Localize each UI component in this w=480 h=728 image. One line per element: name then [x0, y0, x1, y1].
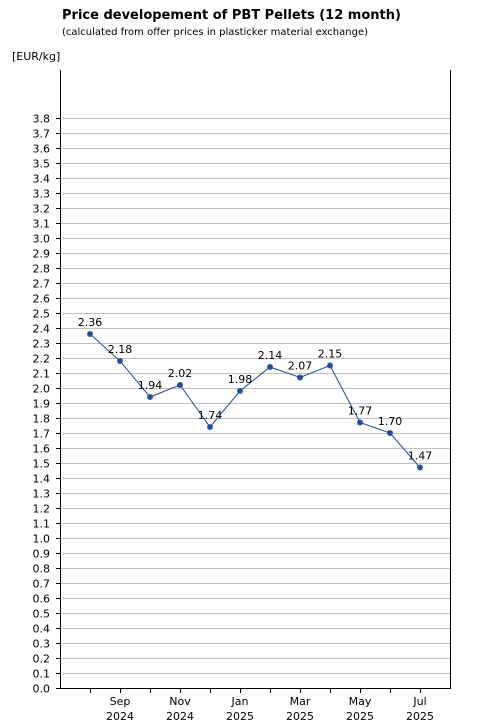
x-tick-label-month: Sep — [110, 695, 131, 708]
y-tick-label: 2.6 — [33, 293, 51, 306]
data-point-marker — [177, 382, 183, 388]
y-tick-label: 2.2 — [33, 353, 51, 366]
data-label: 2.18 — [108, 343, 133, 356]
data-point-marker — [327, 362, 333, 369]
x-tick-label-year: 2024 — [106, 710, 134, 723]
y-tick-label: 3.6 — [33, 143, 51, 156]
y-tick-label: 0.0 — [33, 683, 51, 696]
data-point-marker — [297, 374, 303, 381]
y-tick-label: 0.5 — [33, 608, 51, 621]
y-tick-label: 2.7 — [33, 278, 51, 291]
y-tick-label: 1.3 — [33, 488, 51, 501]
y-tick-label: 0.7 — [33, 578, 51, 591]
y-tick-label: 1.0 — [33, 533, 51, 546]
data-label: 1.70 — [378, 415, 403, 428]
data-point-marker — [387, 430, 393, 436]
x-tick-label-year: 2025 — [346, 710, 374, 723]
data-label: 2.07 — [288, 360, 313, 373]
y-tick-label: 2.5 — [33, 308, 51, 321]
y-tick-label: 0.6 — [33, 593, 51, 606]
y-tick-label: 0.2 — [33, 653, 51, 666]
y-tick-label: 3.4 — [33, 173, 51, 186]
data-label: 1.77 — [348, 405, 373, 418]
y-tick-label: 2.0 — [33, 383, 51, 396]
y-tick-label: 1.8 — [33, 413, 51, 426]
data-point-marker — [117, 358, 123, 364]
y-tick-label: 1.5 — [33, 458, 51, 471]
y-tick-label: 2.4 — [33, 323, 51, 336]
x-tick-label-year: 2024 — [166, 710, 194, 723]
x-tick-label-year: 2025 — [226, 710, 254, 723]
x-tick-label-month: May — [349, 695, 372, 708]
y-tick-label: 0.9 — [33, 548, 51, 561]
x-tick-label-month: Jul — [412, 695, 426, 708]
y-tick-label: 2.3 — [33, 338, 51, 351]
chart-title: Price developement of PBT Pellets (12 mo… — [62, 8, 401, 23]
y-tick-label: 1.6 — [33, 443, 51, 456]
data-point-marker — [87, 331, 93, 337]
x-tick-label-year: 2025 — [286, 710, 314, 723]
y-tick-label: 0.8 — [33, 563, 51, 576]
y-tick-label: 3.3 — [33, 188, 51, 201]
data-label: 1.98 — [228, 373, 253, 386]
y-tick-label: 2.1 — [33, 368, 51, 381]
x-tick-label-year: 2025 — [406, 710, 434, 723]
y-tick-label: 3.2 — [33, 203, 51, 216]
x-tick-label-month: Mar — [290, 695, 311, 708]
data-label: 2.15 — [318, 348, 343, 361]
y-tick-label: 0.4 — [33, 623, 51, 636]
y-axis-unit-label: [EUR/kg] — [12, 50, 61, 63]
data-point-marker — [357, 419, 363, 426]
y-tick-label: 3.0 — [33, 233, 51, 246]
data-label: 2.14 — [258, 349, 283, 362]
y-tick-label: 3.8 — [33, 113, 51, 126]
y-tick-label: 1.4 — [33, 473, 51, 486]
data-point-marker — [147, 394, 153, 400]
y-tick-label: 3.1 — [33, 218, 51, 231]
data-point-marker — [267, 364, 273, 370]
y-tick-label: 0.1 — [33, 668, 51, 681]
data-point-marker — [237, 388, 243, 394]
y-tick-label: 2.8 — [33, 263, 51, 276]
y-tick-label: 3.7 — [33, 128, 51, 141]
x-tick-label-month: Nov — [169, 695, 191, 708]
y-tick-label: 3.5 — [33, 158, 51, 171]
x-tick-label-month: Jan — [231, 695, 249, 708]
y-tick-label: 1.9 — [33, 398, 51, 411]
data-point-marker — [207, 424, 213, 430]
data-label: 1.47 — [408, 450, 433, 463]
data-label: 1.74 — [198, 409, 223, 422]
y-tick-label: 1.7 — [33, 428, 51, 441]
data-label: 1.94 — [138, 379, 163, 392]
y-tick-label: 1.1 — [33, 518, 51, 531]
y-tick-label: 0.3 — [33, 638, 51, 651]
data-label: 2.02 — [168, 367, 193, 380]
chart-subtitle: (calculated from offer prices in plastic… — [62, 27, 368, 38]
series-line — [89, 333, 421, 468]
y-tick-label: 2.9 — [33, 248, 51, 261]
data-point-marker — [417, 464, 423, 471]
y-tick-label: 1.2 — [33, 503, 51, 516]
data-label: 2.36 — [78, 316, 103, 329]
